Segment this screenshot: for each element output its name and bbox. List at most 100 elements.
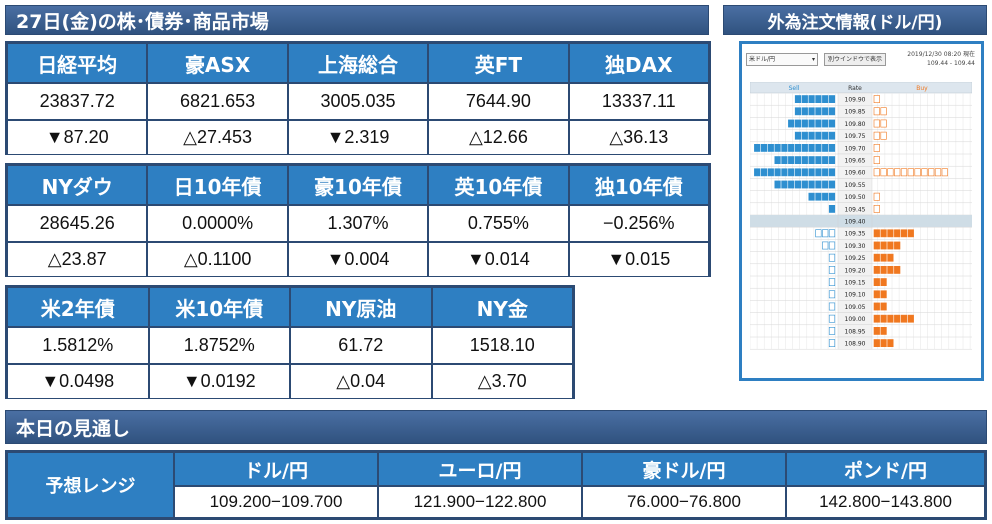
sell-order-outline <box>828 278 836 286</box>
buy-order-block <box>900 314 908 323</box>
fx-title-bar: 外為注文情報(ドル/円) <box>723 5 987 35</box>
sell-order-block <box>822 119 829 128</box>
buy-order-outline <box>934 168 942 177</box>
sell-order-block <box>828 168 836 177</box>
sell-order-outline <box>828 302 836 311</box>
sell-order-outline <box>828 229 836 238</box>
buy-order-outline <box>873 156 880 164</box>
buy-order-block <box>880 241 887 250</box>
forecast-pair: ユーロ/円 <box>379 453 581 485</box>
sell-order-block <box>815 168 822 177</box>
sell-order-block <box>788 180 795 189</box>
forecast-table: 予想レンジ ドル/円 ユーロ/円 豪ドル/円 ポンド/円 109.200−109… <box>5 450 987 520</box>
sell-order-block <box>801 143 808 152</box>
buy-order-block <box>873 229 880 238</box>
rate-label: 109.70 <box>845 145 866 152</box>
sell-order-block <box>794 107 802 116</box>
currency-pair-select[interactable]: 米ドル/円 ▾ <box>746 53 818 66</box>
rate-label: 109.00 <box>845 316 866 323</box>
sell-order-block <box>828 205 836 213</box>
sell-order-block <box>767 143 774 152</box>
sell-order-block <box>788 168 795 177</box>
sell-order-block <box>828 119 836 128</box>
sell-order-block <box>828 107 836 116</box>
bid-ask-text: 109.44 - 109.44 <box>927 60 975 67</box>
buy-order-block <box>873 266 880 274</box>
commodity-value: 1.5812% <box>8 328 148 363</box>
sell-order-outline <box>828 339 836 347</box>
order-book-chart: Sell Rate Buy 109.90 109.85 109.80 109.75 109.7… <box>750 82 972 350</box>
outlook-title: 本日の見通し <box>16 417 131 440</box>
sell-order-block <box>781 168 788 177</box>
sell-order-block <box>822 192 829 201</box>
buy-order-block <box>887 253 894 262</box>
sell-order-block <box>794 180 802 189</box>
buy-order-outline <box>914 168 921 177</box>
sell-order-block <box>801 180 808 189</box>
rate-label: 109.75 <box>845 133 866 140</box>
buy-order-block <box>873 302 880 311</box>
rate-label: 109.35 <box>845 231 866 238</box>
forecast-range: 76.000−76.800 <box>583 487 785 517</box>
rate-label: 109.55 <box>845 182 866 189</box>
forecast-pair: 豪ドル/円 <box>583 453 785 485</box>
bond-change: △23.87 <box>8 243 147 276</box>
sell-order-block <box>815 156 822 164</box>
bond-value: 0.0000% <box>148 206 287 241</box>
buy-order-block <box>873 253 880 262</box>
rate-label: 109.65 <box>845 158 866 165</box>
sell-order-block <box>815 119 822 128</box>
sell-order-block <box>760 143 768 152</box>
buy-order-block <box>880 339 887 347</box>
rate-label: 109.90 <box>845 97 866 104</box>
sell-order-outline <box>828 253 836 262</box>
sell-order-block <box>822 156 829 164</box>
buy-order-block <box>900 229 908 238</box>
sell-order-outline <box>822 229 829 238</box>
sell-order-block <box>808 107 815 116</box>
commodity-name: 米2年債 <box>8 288 148 326</box>
bonds-table: NYダウ 日10年債 豪10年債 英10年債 独10年債 28645.26 0.… <box>5 163 711 277</box>
buy-order-outline <box>880 168 887 177</box>
sell-order-block <box>808 95 815 103</box>
forecast-range: 121.900−122.800 <box>379 487 581 517</box>
buy-order-block <box>907 314 914 323</box>
sell-order-outline <box>828 327 836 335</box>
sell-order-block <box>815 107 822 116</box>
sell-order-outline <box>828 241 836 250</box>
open-window-button[interactable]: 別ウインドウで表示 <box>824 53 886 66</box>
buy-column-header: Buy <box>916 85 928 92</box>
buy-order-block <box>873 339 880 347</box>
buy-order-outline <box>887 168 894 177</box>
buy-order-outline <box>873 95 880 103</box>
sell-order-block <box>822 95 829 103</box>
buy-order-outline <box>928 168 935 177</box>
commodity-change: △3.70 <box>432 365 572 398</box>
sell-order-outline <box>828 290 836 299</box>
currency-pair-value: 米ドル/円 <box>749 56 776 63</box>
rate-label: 109.45 <box>845 206 866 213</box>
commodity-name: NY金 <box>432 288 572 326</box>
bond-change: ▼0.014 <box>429 243 568 276</box>
sell-order-block <box>815 192 822 201</box>
stock-value: 7644.90 <box>429 84 568 119</box>
sell-column-header: Sell <box>789 85 800 92</box>
commodity-value: 61.72 <box>291 328 431 363</box>
buy-order-outline <box>894 168 901 177</box>
stock-change: △12.66 <box>429 121 568 154</box>
sell-order-block <box>774 180 781 189</box>
sell-order-block <box>815 95 822 103</box>
rate-label: 108.90 <box>845 341 866 348</box>
sell-order-block <box>815 180 822 189</box>
forecast-range: 142.800−143.800 <box>787 487 984 517</box>
market-title: 27日(金)の株･債券･商品市場 <box>16 10 269 33</box>
order-book-panel: 米ドル/円 ▾ 別ウインドウで表示 2019/12/30 08:20 現在 10… <box>739 41 984 381</box>
commodity-name: NY原油 <box>291 288 431 326</box>
stock-name: 英FT <box>429 44 568 82</box>
commodity-change: ▼0.0498 <box>8 365 148 398</box>
sell-order-outline <box>828 314 836 323</box>
commodity-change: △0.04 <box>291 365 431 398</box>
stock-value: 23837.72 <box>8 84 147 119</box>
stock-change: △27.453 <box>148 121 287 154</box>
sell-order-block <box>774 156 781 164</box>
